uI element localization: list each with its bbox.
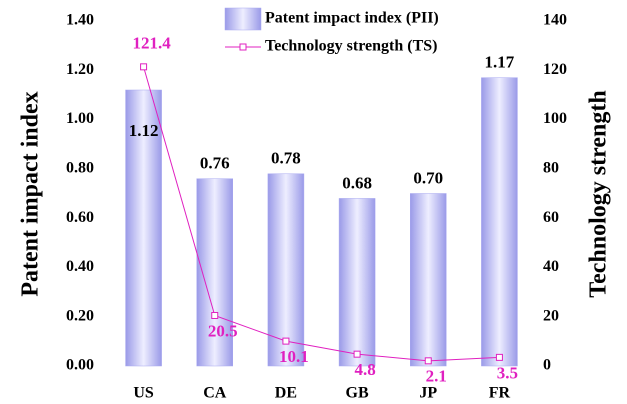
bar [481, 77, 518, 367]
line [143, 66, 500, 362]
line-value-label: 10.1 [279, 347, 309, 366]
y2-tick-label: 100 [543, 110, 567, 127]
y-tick-label: 0.40 [66, 258, 94, 275]
line-marker [140, 63, 148, 71]
y-axis-title: Patent impact index [18, 91, 44, 296]
bar-value-label: 1.12 [129, 121, 159, 140]
x-tick-label: US [133, 385, 154, 402]
x-tick-label: CA [203, 385, 227, 402]
x-tick-label: GB [346, 385, 369, 402]
y-tick-label: 0.20 [66, 307, 94, 324]
bar [125, 89, 162, 367]
bar-value-label: 0.68 [342, 173, 372, 192]
line-marker [211, 311, 219, 319]
x-tick-label: JP [419, 385, 437, 402]
y2-tick-label: 40 [543, 258, 559, 275]
line-value-label: 3.5 [497, 363, 518, 382]
legend-label: Technology strength (TS) [265, 38, 437, 55]
y2-tick-label: 60 [543, 209, 559, 226]
bar [267, 173, 305, 367]
line-value-label: 20.5 [208, 321, 238, 340]
bar-value-label: 0.76 [200, 154, 230, 173]
y2-tick-label: 140 [543, 12, 567, 29]
legend-swatch [224, 7, 262, 31]
y2-tick-label: 0 [543, 357, 551, 374]
y2-tick-label: 120 [543, 61, 567, 78]
line-marker [495, 353, 503, 361]
y2-tick-label: 80 [543, 160, 559, 177]
y-tick-label: 1.00 [66, 110, 94, 127]
line-value-label: 4.8 [354, 360, 375, 379]
bar [410, 193, 447, 367]
y2-tick-label: 20 [543, 307, 559, 324]
y-tick-label: 0.80 [66, 160, 94, 177]
y-tick-label: 0.60 [66, 209, 94, 226]
legend-label: Patent impact index (PII) [265, 10, 439, 27]
bar-value-label: 1.17 [485, 53, 515, 72]
bar-value-label: 0.70 [413, 168, 443, 187]
line-marker [424, 357, 432, 365]
x-tick-label: DE [275, 385, 297, 402]
legend-marker [239, 43, 247, 51]
y2-axis-title: Technology strength [586, 90, 612, 297]
y-tick-label: 0.00 [66, 357, 94, 374]
line-marker [353, 350, 361, 358]
x-tick-label: FR [489, 385, 511, 402]
y-tick-label: 1.20 [66, 61, 94, 78]
line-value-label: 2.1 [426, 367, 447, 386]
line-marker [282, 337, 290, 345]
y-tick-label: 1.40 [66, 12, 94, 29]
bar-value-label: 0.78 [271, 149, 301, 168]
bar [338, 198, 376, 367]
line-value-label: 121.4 [132, 34, 171, 53]
